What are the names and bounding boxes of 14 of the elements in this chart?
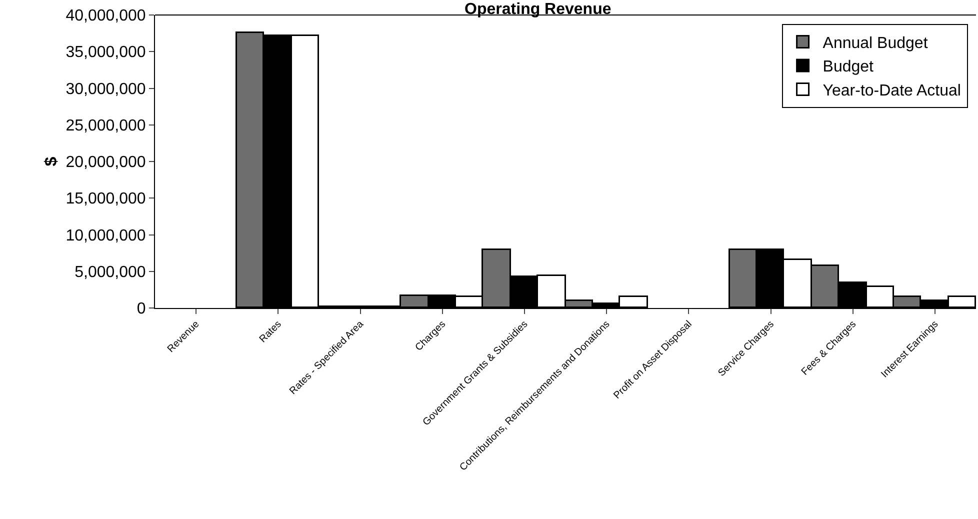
- legend-label: Annual Budget: [822, 34, 928, 52]
- y-tick-label: 35,000,000: [66, 44, 146, 62]
- y-tick-label: 40,000,000: [66, 8, 146, 25]
- legend-label: Year-to-Date Actual: [822, 82, 961, 100]
- chart-title: Operating Revenue: [464, 0, 612, 18]
- legend-label: Budget: [822, 58, 874, 76]
- y-tick-label: 25,000,000: [66, 117, 146, 134]
- y-tick-label: 10,000,000: [66, 227, 146, 244]
- y-axis-title: $: [41, 156, 60, 166]
- y-tick-label: 30,000,000: [66, 80, 146, 98]
- y-tick-label: 5,000,000: [74, 264, 146, 281]
- y-tick-label: 0: [136, 300, 146, 318]
- y-tick-label: 20,000,000: [66, 154, 146, 172]
- y-tick-label: 15,000,000: [66, 190, 146, 208]
